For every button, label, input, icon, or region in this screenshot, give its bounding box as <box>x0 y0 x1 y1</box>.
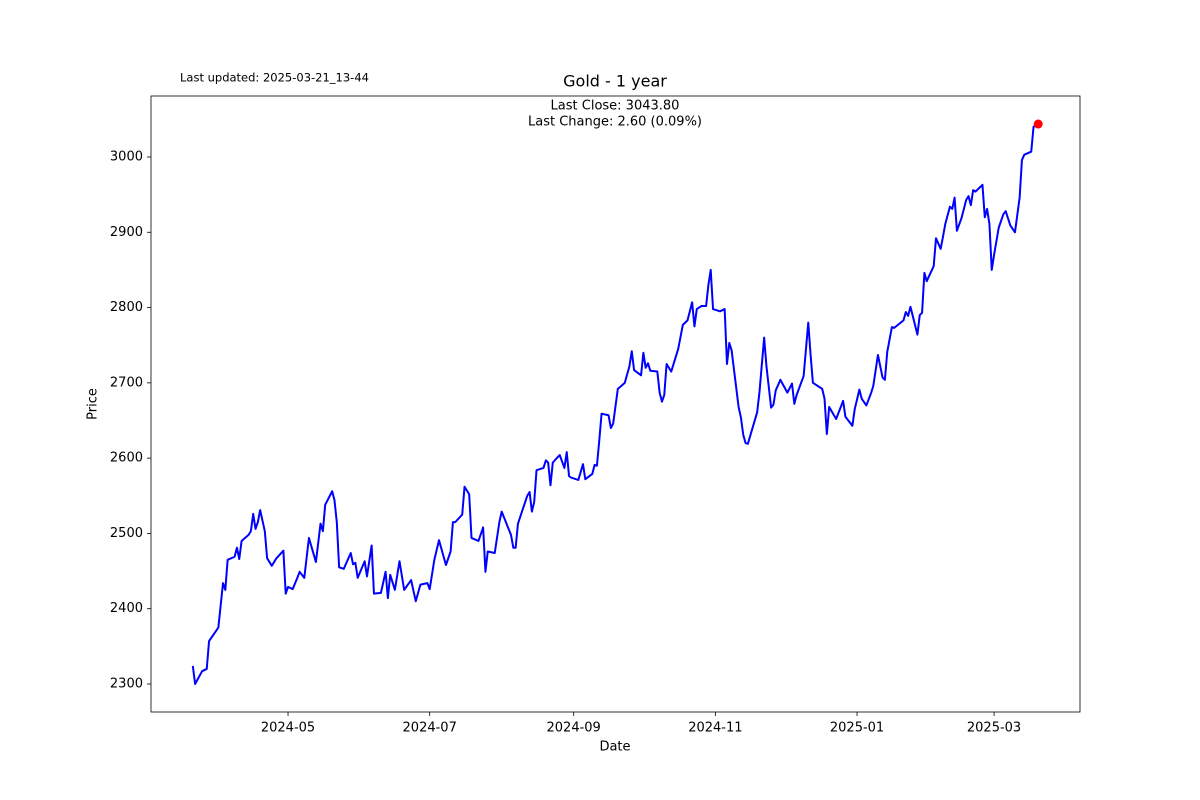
chart-title: Gold - 1 year <box>563 72 667 91</box>
annotation: Last Change: 2.60 (0.09%) <box>528 115 702 130</box>
y-tick-label: 2700 <box>110 375 143 390</box>
annotation: Last Close: 3043.80 <box>551 99 680 114</box>
y-tick-label: 2800 <box>110 300 143 315</box>
y-tick-label: 2500 <box>110 526 143 541</box>
y-tick-label: 2400 <box>110 601 143 616</box>
y-tick-label: 2300 <box>110 676 143 691</box>
plot-frame <box>150 95 1081 713</box>
last-updated: Last updated: 2025-03-21_13-44 <box>180 71 369 85</box>
x-tick-label: 2025-01 <box>830 721 884 736</box>
x-tick-label: 2025-03 <box>967 721 1021 736</box>
x-tick-label: 2024-07 <box>403 721 457 736</box>
price-line <box>191 123 1039 685</box>
x-tick-label: 2024-09 <box>547 721 601 736</box>
y-tick-label: 2600 <box>110 451 143 466</box>
y-tick-label: 3000 <box>110 149 143 164</box>
x-tick-label: 2024-11 <box>688 721 742 736</box>
x-axis-label: Date <box>599 740 630 755</box>
y-tick-label: 2900 <box>110 225 143 240</box>
x-tick-label: 2024-05 <box>261 721 315 736</box>
y-axis-label: Price <box>86 388 101 420</box>
last-point <box>1033 119 1043 129</box>
